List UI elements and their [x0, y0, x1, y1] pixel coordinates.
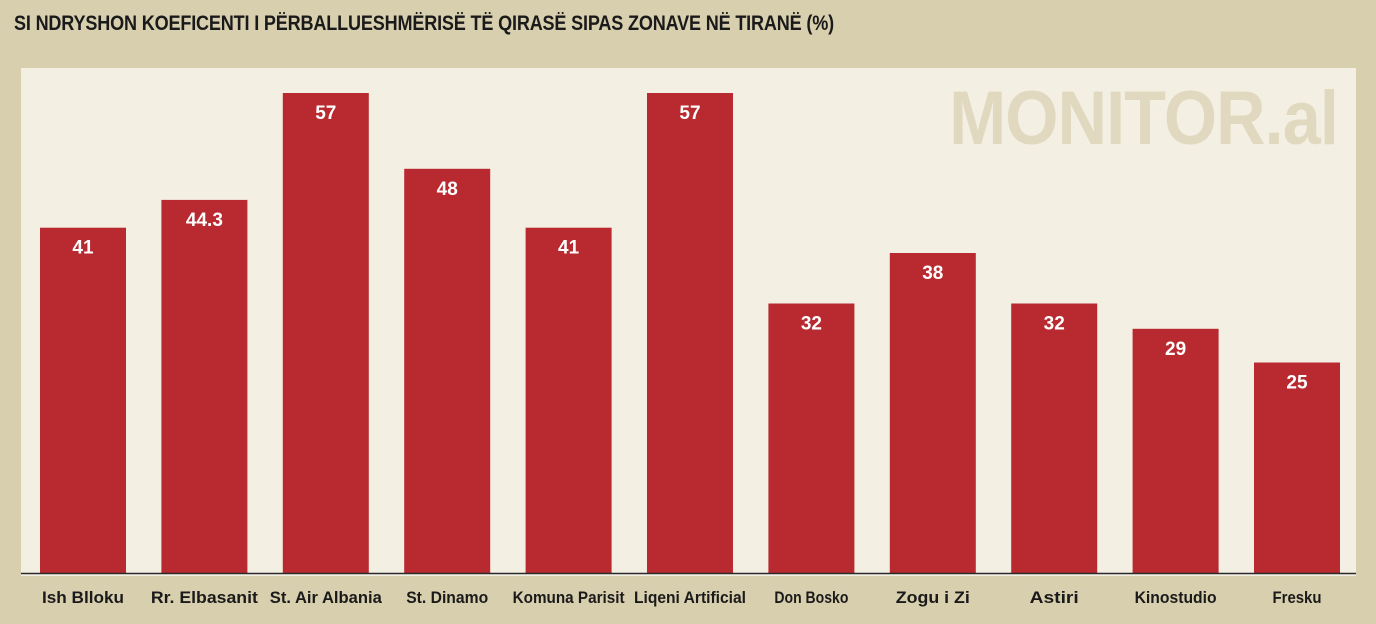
x-tick-label: St. Air Albania	[270, 588, 383, 607]
bar-rr-elbasanit	[161, 199, 248, 573]
x-tick-label: St. Dinamo	[406, 588, 488, 607]
bar-value-label: 32	[801, 314, 822, 335]
bar-liqeni-artificial	[647, 93, 733, 573]
bar-value-label: 32	[1044, 314, 1065, 335]
bar-astiri	[1011, 303, 1098, 573]
x-tick-label: Fresku	[1273, 588, 1322, 607]
bar-value-label: 38	[922, 263, 943, 284]
bar-value-label: 41	[72, 238, 94, 259]
bar-fresku	[1254, 362, 1340, 573]
x-tick-label: Kinostudio	[1135, 588, 1217, 607]
bar-value-label: 48	[437, 179, 458, 200]
bar-value-label: 44.3	[186, 210, 223, 231]
bar-st-dinamo	[404, 168, 491, 574]
bar-zogu-i-zi	[889, 253, 976, 573]
x-tick-label: Astiri	[1030, 588, 1079, 607]
bar-value-label: 29	[1165, 339, 1186, 360]
x-tick-label: Liqeni Artificial	[634, 588, 746, 607]
x-tick-label: Komuna Parisit	[513, 588, 625, 607]
x-tick-label: Don Bosko	[774, 588, 848, 607]
bar-value-label: 57	[315, 103, 336, 124]
bar-value-label: 57	[679, 103, 700, 124]
bar-st-air-albania	[282, 93, 369, 573]
x-tick-label: Ish Blloku	[42, 588, 124, 607]
x-tick-label: Zogu i Zi	[896, 588, 970, 607]
bar-kinostudio	[1132, 328, 1219, 573]
x-tick-label: Rr. Elbasanit	[151, 588, 258, 607]
bar-don-bosko	[768, 303, 855, 573]
bar-komuna-parisit	[525, 227, 612, 573]
chart-title: SI NDRYSHON KOEFICENTI I PËRBALLUESHMËRI…	[14, 12, 834, 35]
watermark-logo: MONITOR.al	[949, 76, 1339, 161]
bar-value-label: 25	[1286, 373, 1308, 394]
bar-value-label: 41	[558, 238, 580, 259]
bar-ish-blloku	[40, 227, 126, 573]
